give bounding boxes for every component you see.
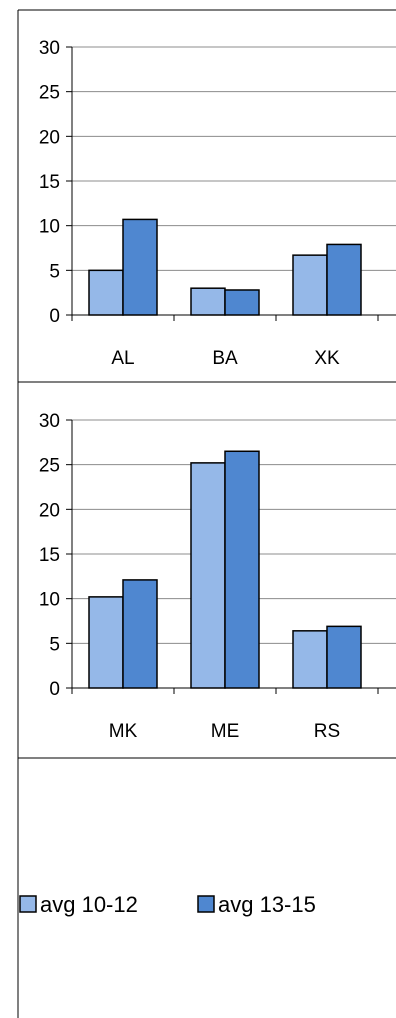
- y-tick-label: 20: [39, 127, 60, 148]
- legend-label-2: avg 13-15: [218, 892, 316, 917]
- bar-rs-series-1: [292, 630, 328, 689]
- y-tick-label: 15: [39, 545, 60, 566]
- y-tick-label: 0: [49, 306, 60, 327]
- y-tick-label: 10: [39, 590, 60, 611]
- bar-ba-series-1: [190, 287, 226, 316]
- legend-swatch-2: [197, 895, 215, 913]
- x-category-label: MK: [109, 721, 138, 742]
- legend-swatch-1: [19, 895, 37, 913]
- bar-rs-series-2: [326, 625, 362, 689]
- y-tick-label: 25: [39, 83, 60, 104]
- legend-label-1: avg 10-12: [40, 892, 138, 917]
- y-tick-label: 5: [49, 261, 60, 282]
- y-tick-label: 15: [39, 172, 60, 193]
- y-tick-label: 20: [39, 500, 60, 521]
- bar-xk-series-2: [326, 243, 362, 316]
- x-category-label: RS: [314, 721, 340, 742]
- bar-mk-series-2: [122, 579, 158, 689]
- y-tick-label: 30: [39, 38, 60, 59]
- x-category-label: ME: [211, 721, 240, 742]
- legend: avg 10-12 avg 13-15: [19, 892, 316, 917]
- bar-me-series-2: [224, 450, 260, 689]
- bar-mk-series-1: [88, 596, 124, 689]
- x-category-label: BA: [212, 348, 238, 369]
- bar-me-series-1: [190, 462, 226, 689]
- y-tick-label: 25: [39, 456, 60, 477]
- bar-chart-bottom: 0 5 10 15 20 25 30 MK ME RS: [39, 411, 396, 742]
- y-tick-label: 0: [49, 679, 60, 700]
- bar-ba-series-2: [224, 289, 260, 316]
- bar-xk-series-1: [292, 254, 328, 316]
- bar-al-series-2: [122, 218, 158, 316]
- x-category-label: AL: [111, 348, 134, 369]
- y-tick-label: 5: [49, 634, 60, 655]
- y-tick-label: 10: [39, 217, 60, 238]
- bar-chart-top: 0 5 10 15 20 25 30 AL BA XK: [39, 38, 396, 369]
- x-category-label: XK: [314, 348, 340, 369]
- y-tick-label: 30: [39, 411, 60, 432]
- bar-al-series-1: [88, 269, 124, 316]
